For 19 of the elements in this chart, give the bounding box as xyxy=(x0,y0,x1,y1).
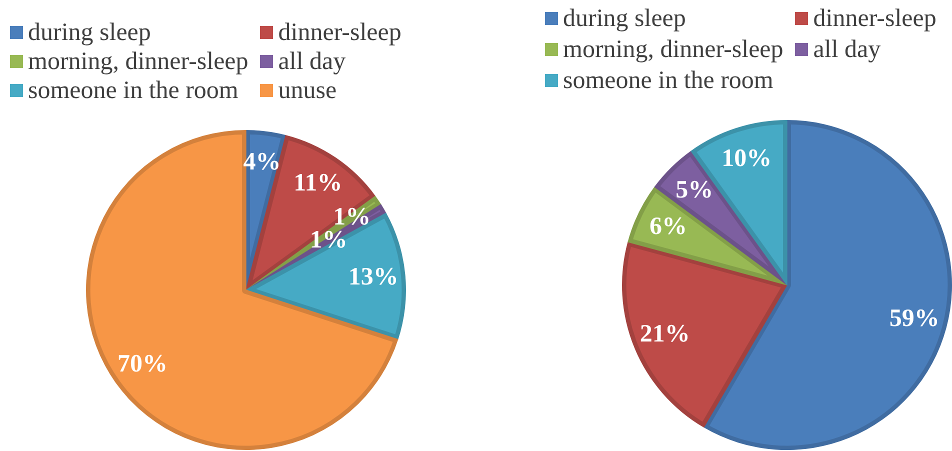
legend-label: morning, dinner-sleep xyxy=(563,35,784,65)
legend-label: all day xyxy=(278,47,346,76)
legend-label: unuse xyxy=(278,76,337,105)
legend-label: dinner-sleep xyxy=(278,18,402,47)
data-label: 59% xyxy=(889,304,940,332)
data-label: 70% xyxy=(117,350,168,378)
data-label: 21% xyxy=(640,320,690,348)
legend-label: someone in the room xyxy=(28,76,238,105)
legend-label: morning, dinner-sleep xyxy=(28,47,248,76)
data-label: 13% xyxy=(348,263,398,290)
data-label: 6% xyxy=(649,212,687,240)
legend-label: during sleep xyxy=(28,18,151,47)
legend-label: dinner-sleep xyxy=(813,4,936,34)
legend-label: during sleep xyxy=(563,4,686,34)
data-label: 10% xyxy=(722,144,772,172)
legend-label: someone in the room xyxy=(563,66,774,96)
legend-label: all day xyxy=(813,35,881,65)
data-label: 11% xyxy=(294,170,342,197)
data-label: 5% xyxy=(676,176,714,204)
